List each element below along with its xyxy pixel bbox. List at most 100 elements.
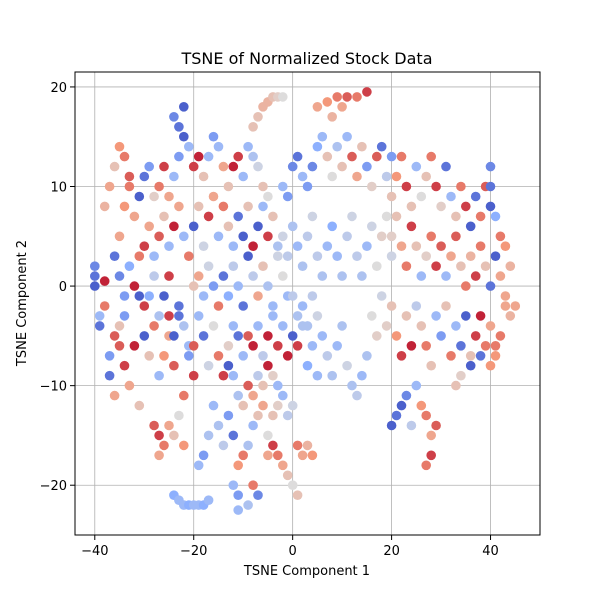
x-tick-label: 40 bbox=[482, 544, 499, 559]
data-point bbox=[263, 360, 273, 371]
data-point bbox=[238, 231, 248, 242]
data-point bbox=[456, 341, 466, 351]
data-point bbox=[411, 161, 422, 172]
data-point bbox=[253, 321, 263, 331]
data-point bbox=[273, 450, 283, 461]
data-point bbox=[287, 400, 298, 411]
data-point bbox=[114, 321, 125, 331]
data-point bbox=[154, 181, 164, 192]
y-tick-label: −20 bbox=[40, 479, 67, 494]
data-point bbox=[134, 291, 145, 301]
data-point bbox=[292, 241, 303, 251]
data-point bbox=[114, 231, 125, 242]
data-point bbox=[114, 271, 125, 281]
x-tick-label: −40 bbox=[81, 544, 108, 559]
data-point bbox=[213, 420, 224, 431]
data-point bbox=[362, 87, 372, 97]
data-point bbox=[243, 201, 253, 212]
data-point bbox=[485, 360, 496, 371]
data-point bbox=[258, 181, 268, 192]
y-tick-label: 0 bbox=[59, 280, 67, 295]
data-point bbox=[248, 271, 258, 281]
data-point bbox=[490, 351, 501, 361]
data-point bbox=[461, 201, 471, 212]
data-point bbox=[347, 151, 357, 162]
data-point bbox=[129, 281, 140, 291]
data-point bbox=[278, 92, 288, 102]
data-point bbox=[426, 430, 437, 441]
data-point bbox=[203, 151, 214, 162]
data-point bbox=[169, 331, 179, 341]
data-point bbox=[357, 370, 367, 381]
data-point bbox=[500, 301, 511, 311]
data-point bbox=[456, 370, 466, 381]
data-point bbox=[193, 151, 204, 162]
data-point bbox=[322, 351, 333, 361]
data-point bbox=[213, 231, 224, 242]
data-point bbox=[500, 241, 511, 251]
data-point bbox=[386, 420, 397, 431]
data-point bbox=[233, 211, 243, 222]
data-point bbox=[312, 141, 323, 152]
x-tick-label: −20 bbox=[180, 544, 207, 559]
data-point bbox=[461, 281, 471, 291]
data-point bbox=[248, 480, 258, 491]
data-point bbox=[292, 440, 303, 451]
data-point bbox=[243, 380, 253, 391]
data-point bbox=[287, 331, 298, 341]
data-point bbox=[312, 102, 323, 112]
data-point bbox=[223, 410, 234, 421]
data-point bbox=[248, 420, 258, 431]
data-point bbox=[248, 241, 258, 251]
data-point bbox=[243, 500, 253, 510]
data-point bbox=[352, 390, 362, 401]
data-point bbox=[376, 291, 387, 301]
data-point bbox=[223, 360, 234, 371]
data-point bbox=[327, 112, 338, 122]
data-point bbox=[238, 171, 248, 182]
data-point bbox=[317, 271, 328, 281]
data-point bbox=[253, 370, 263, 381]
data-point bbox=[451, 231, 461, 242]
data-point bbox=[184, 141, 194, 152]
data-point bbox=[406, 341, 417, 351]
data-point bbox=[278, 231, 288, 242]
data-point bbox=[109, 251, 120, 261]
data-point bbox=[164, 420, 174, 431]
data-point bbox=[184, 351, 194, 361]
data-point bbox=[139, 241, 150, 251]
data-point bbox=[179, 102, 189, 112]
data-point bbox=[475, 241, 486, 251]
data-point bbox=[223, 221, 234, 232]
data-point bbox=[386, 151, 397, 162]
data-point bbox=[124, 171, 135, 182]
data-point bbox=[436, 331, 446, 341]
data-point bbox=[129, 341, 140, 351]
data-point bbox=[505, 261, 516, 272]
data-point bbox=[198, 171, 209, 182]
data-point bbox=[208, 321, 219, 331]
data-point bbox=[495, 271, 506, 281]
y-tick-label: 20 bbox=[50, 81, 67, 96]
data-point bbox=[174, 301, 184, 311]
data-point bbox=[119, 311, 130, 321]
data-point bbox=[282, 251, 293, 261]
data-point bbox=[480, 341, 491, 351]
data-point bbox=[243, 440, 253, 451]
data-point bbox=[357, 271, 367, 281]
data-point bbox=[421, 341, 432, 351]
data-point bbox=[337, 321, 347, 331]
data-point bbox=[179, 440, 189, 451]
data-point bbox=[312, 311, 323, 321]
data-point bbox=[203, 495, 214, 506]
data-point bbox=[268, 410, 278, 421]
data-point bbox=[159, 161, 169, 172]
data-point bbox=[223, 291, 234, 301]
data-point bbox=[263, 331, 273, 341]
data-point bbox=[104, 181, 115, 192]
data-point bbox=[203, 261, 214, 272]
data-point bbox=[441, 161, 451, 172]
data-point bbox=[490, 211, 501, 222]
data-point bbox=[451, 380, 461, 391]
data-point bbox=[401, 311, 412, 321]
